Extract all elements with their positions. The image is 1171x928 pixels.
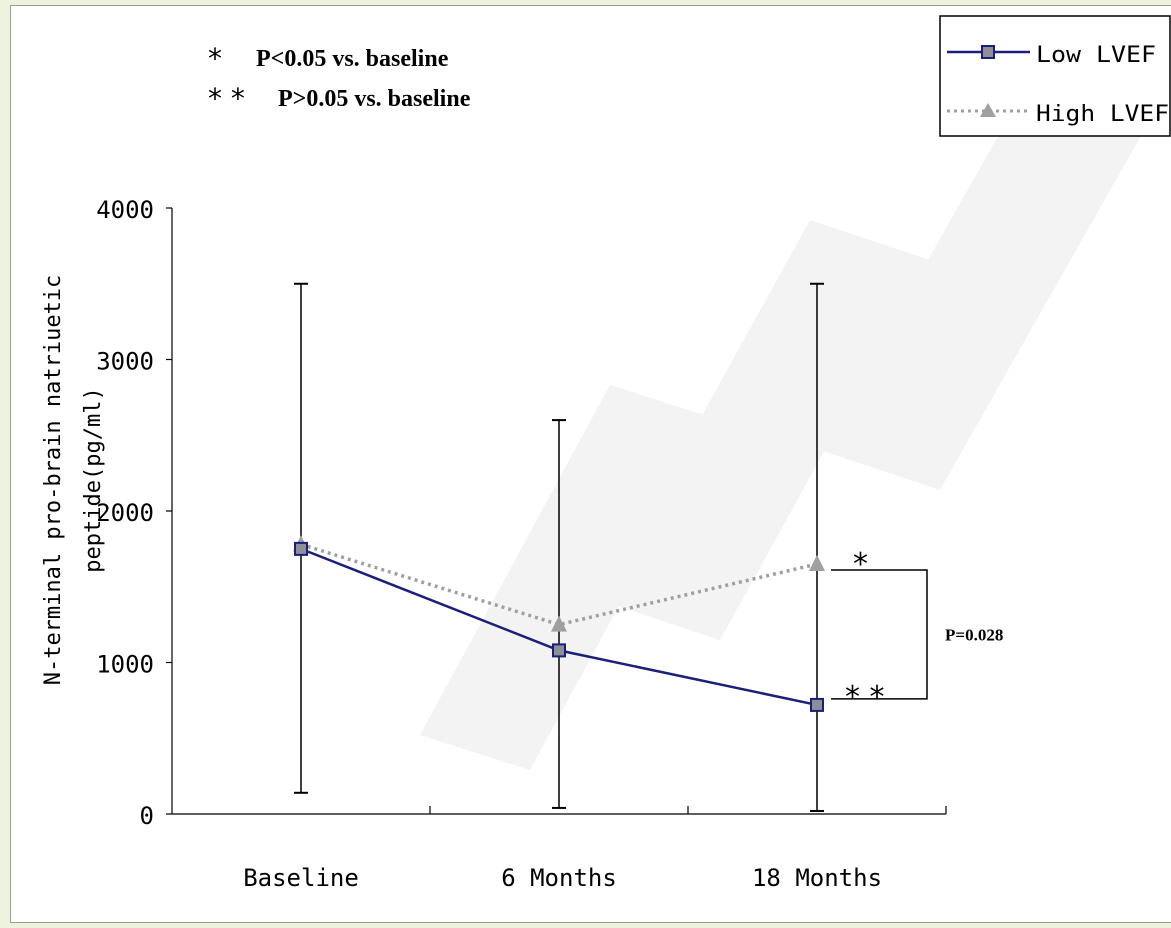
- p-value-label: P=0.028: [945, 625, 1003, 644]
- point-low-lvef: [294, 541, 308, 556]
- bracket-line: [831, 569, 928, 700]
- note1-text: P<0.05 vs. baseline: [256, 46, 449, 72]
- y-axis-title: N-terminal pro-brain natriuetic peptide(…: [41, 275, 106, 686]
- legend-item-low-lvef: Low LVEF: [947, 43, 1156, 68]
- x-tick-label: Baseline: [243, 864, 359, 892]
- note2-text: P>0.05 vs. baseline: [278, 86, 471, 112]
- legend-marker-square: [981, 45, 995, 59]
- point-low-lvef: [810, 697, 824, 712]
- low-lvef-significance-mark: * *: [845, 680, 885, 715]
- legend-box: [939, 15, 1171, 137]
- x-ticks: Baseline 6 Months 18 Months: [243, 806, 947, 892]
- x-tick-label: 18 Months: [752, 864, 882, 892]
- y-tick-label: 3000: [96, 348, 154, 376]
- series-layer: [293, 535, 825, 712]
- note2-star: * *: [208, 82, 245, 115]
- point-high-lvef: [551, 615, 567, 632]
- y-tick-label: 0: [140, 802, 154, 830]
- y-tick-label: 2000: [96, 499, 154, 527]
- legend-marker-triangle: [980, 103, 996, 117]
- significance-notes: * P<0.05 vs. baseline * * P>0.05 vs. bas…: [208, 42, 471, 115]
- legend-label-high-lvef: High LVEF: [1036, 102, 1169, 127]
- y-tick-label: 1000: [96, 651, 154, 679]
- legend-item-high-lvef: High LVEF: [947, 102, 1169, 127]
- point-low-lvef: [552, 643, 566, 658]
- watermark: [420, 80, 1150, 770]
- high-lvef-significance-mark: *: [853, 547, 868, 582]
- comparison-bracket: * * * P=0.028: [831, 547, 1003, 715]
- y-ticks: 0 1000 2000 3000 4000: [96, 196, 172, 830]
- x-tick-label: 6 Months: [501, 864, 617, 892]
- legend: Low LVEF High LVEF: [939, 15, 1171, 137]
- legend-label-low-lvef: Low LVEF: [1036, 43, 1156, 68]
- note1-star: *: [208, 42, 222, 75]
- y-tick-label: 4000: [96, 196, 154, 224]
- point-high-lvef: [809, 555, 825, 572]
- y-axis-title-line1: N-terminal pro-brain natriuetic: [41, 275, 66, 686]
- y-axis-title-line2: peptide(pg/ml): [81, 387, 106, 572]
